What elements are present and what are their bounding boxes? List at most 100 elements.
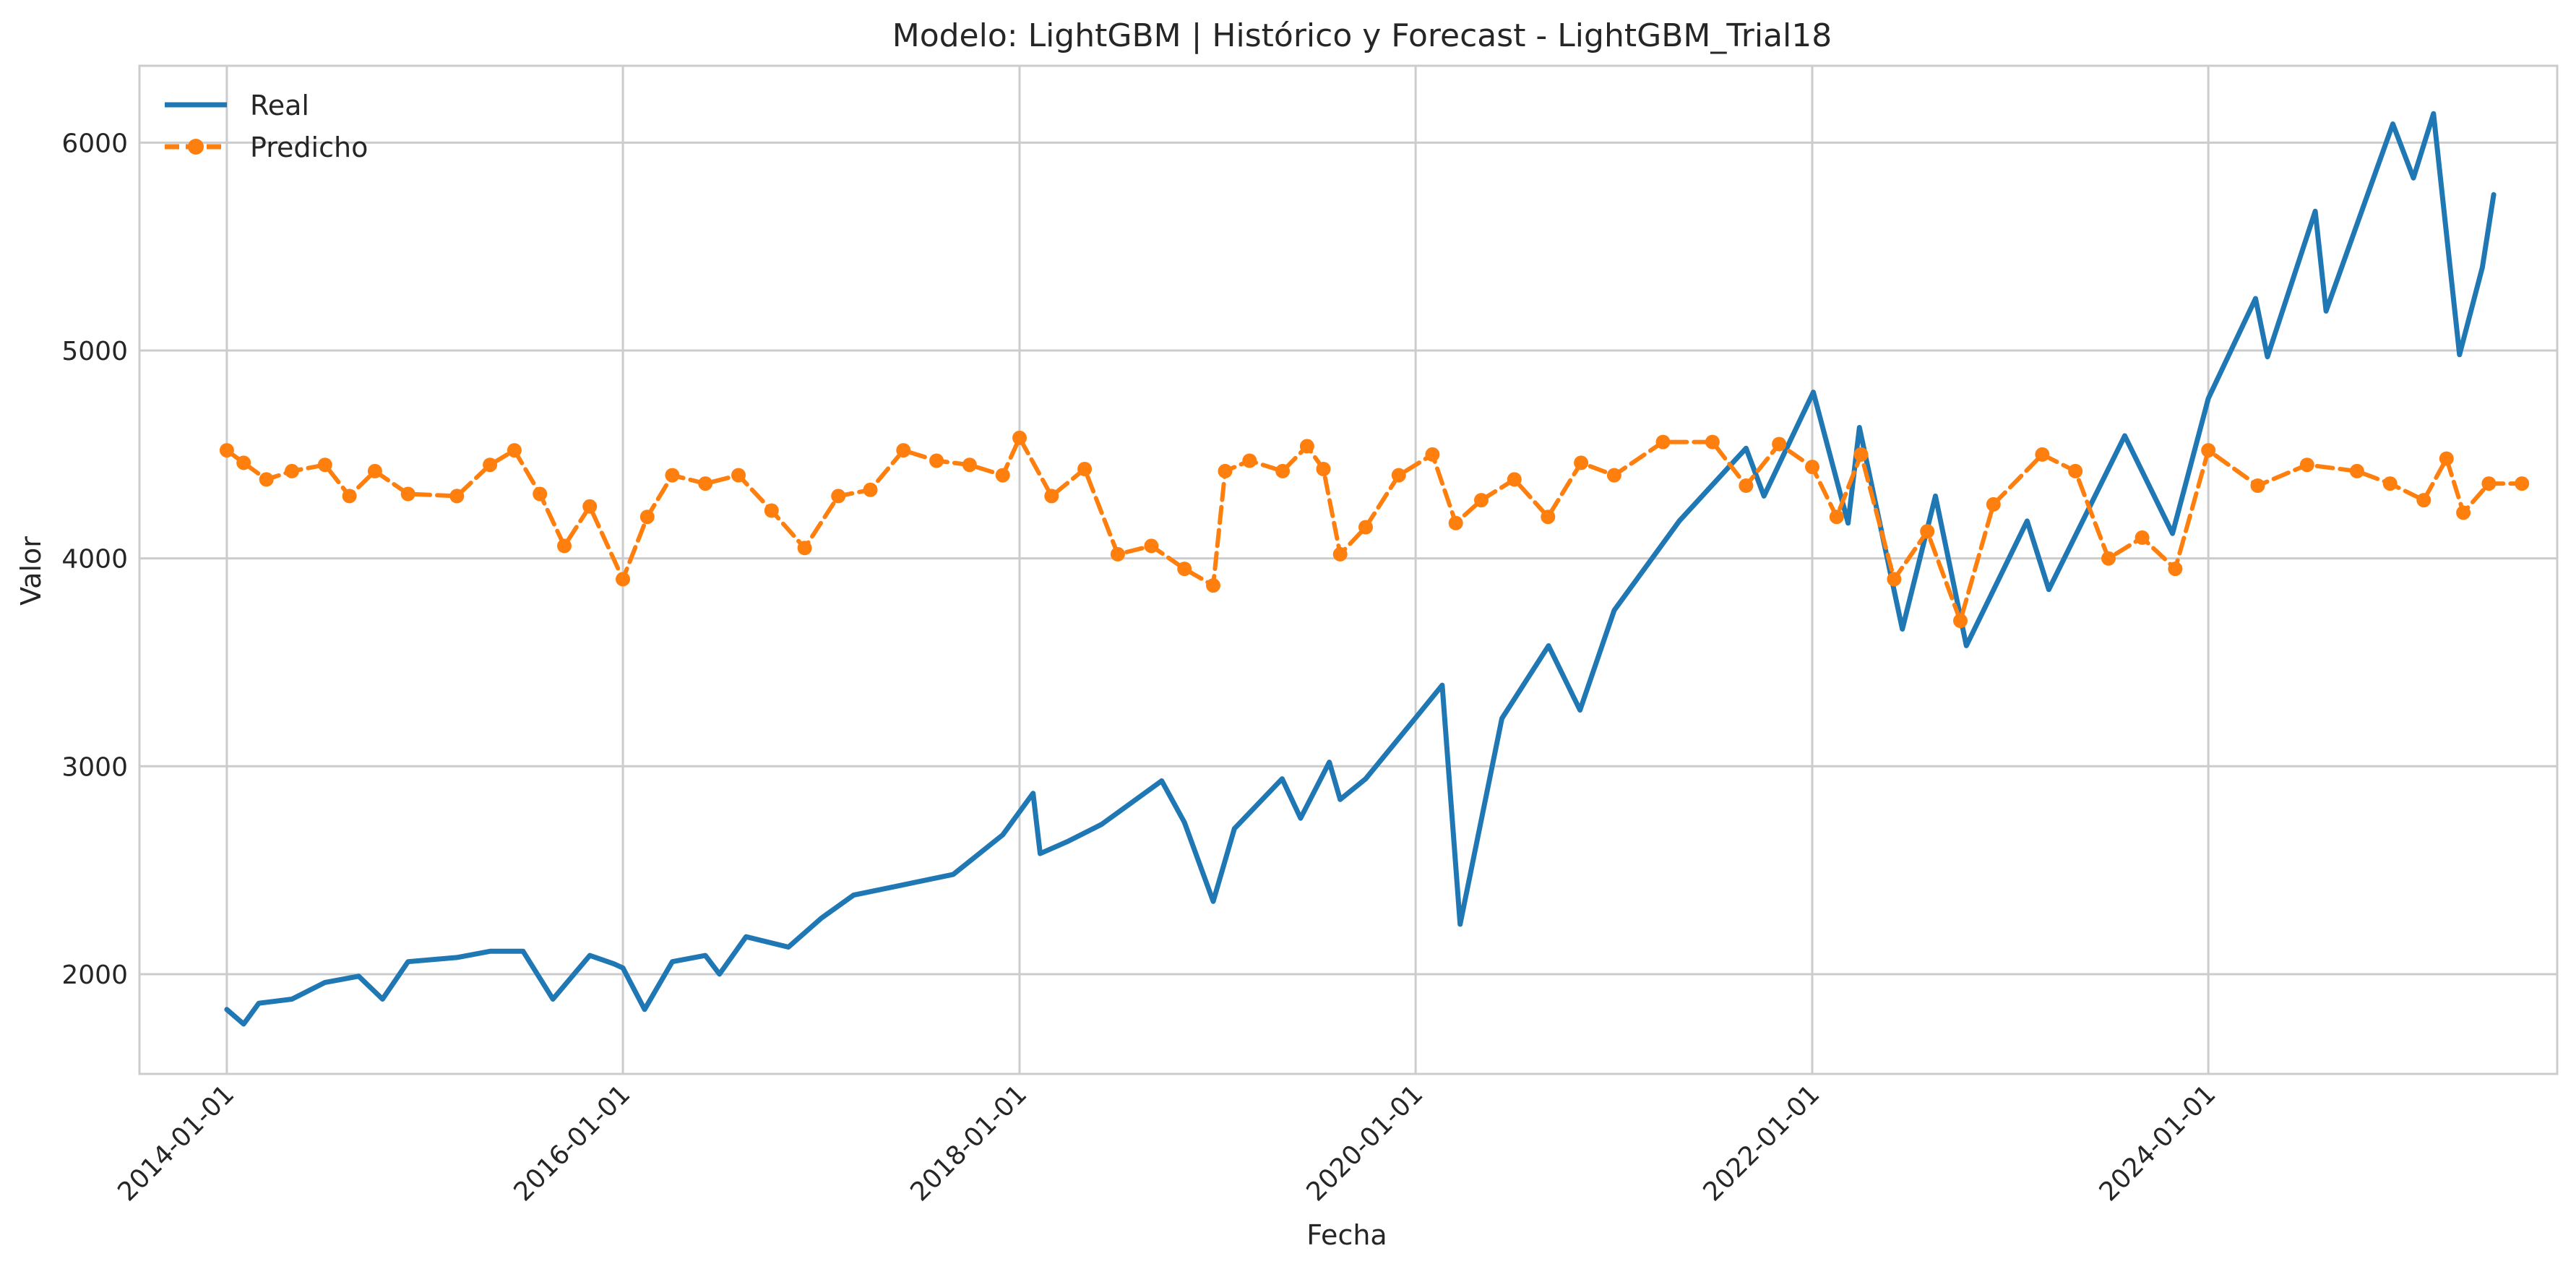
series-point-predicho	[1077, 462, 1093, 476]
x-tick-label: 2022-01-01	[1697, 1079, 1825, 1207]
legend-predicho-marker	[188, 139, 204, 155]
series-point-predicho	[259, 472, 274, 487]
series-point-predicho	[317, 457, 332, 473]
series-point-predicho	[1448, 515, 1463, 530]
y-tick-label: 6000	[61, 129, 128, 158]
x-tick-label: 2018-01-01	[905, 1079, 1033, 1207]
series-point-predicho	[639, 509, 655, 525]
series-point-predicho	[1606, 468, 1621, 483]
series-point-predicho	[1012, 430, 1027, 445]
series-point-predicho	[342, 489, 357, 504]
series-line-predicho	[224, 435, 2525, 623]
series-point-predicho	[2101, 551, 2116, 566]
plot-frame	[138, 64, 2559, 1075]
series-point-predicho	[236, 455, 251, 470]
y-axis-label: Valor	[15, 536, 47, 606]
series-point-predicho	[1953, 614, 1968, 628]
series-point-predicho	[2515, 476, 2530, 491]
series-point-predicho	[831, 489, 846, 504]
series-point-predicho	[929, 453, 944, 468]
series-point-predicho	[2416, 493, 2431, 508]
legend-real-label: Real	[250, 90, 309, 121]
y-tick-label: 3000	[61, 752, 128, 782]
series-point-predicho	[400, 486, 415, 502]
series-point-predicho	[1332, 546, 1348, 562]
series-point-predicho	[995, 468, 1010, 483]
series-point-predicho	[665, 468, 680, 483]
legend: Real Predicho	[165, 90, 368, 163]
series-point-predicho	[1177, 562, 1192, 577]
series-point-predicho	[1316, 462, 1331, 476]
series-point-predicho	[1805, 460, 1819, 475]
legend-predicho-label: Predicho	[250, 132, 368, 163]
series-point-predicho	[1739, 478, 1754, 493]
series-point-predicho	[1425, 447, 1440, 462]
chart-title: Modelo: LightGBM | Histórico y Forecast …	[892, 17, 1832, 54]
series-point-predicho	[1772, 437, 1787, 452]
series-point-predicho	[1242, 453, 1257, 468]
series-point-predicho	[1507, 472, 1522, 487]
series-point-predicho	[1206, 578, 1220, 593]
series-point-predicho	[2068, 463, 2083, 478]
series-point-predicho	[1144, 538, 1159, 554]
series-point-predicho	[1275, 463, 1291, 478]
series-point-predicho	[764, 503, 779, 518]
series-point-predicho	[483, 457, 498, 473]
series-point-predicho	[2456, 505, 2471, 520]
series-point-predicho	[1474, 493, 1489, 508]
series-point-predicho	[698, 476, 713, 491]
series-point-predicho	[896, 443, 911, 458]
series-point-predicho	[962, 457, 977, 473]
series-point-predicho	[1391, 468, 1406, 483]
series-point-predicho	[1853, 447, 1869, 462]
series-point-predicho	[1574, 455, 1589, 470]
series-point-predicho	[2035, 447, 2050, 462]
series-point-predicho	[1044, 489, 1059, 504]
series-point-predicho	[367, 463, 382, 478]
series-point-predicho	[2349, 463, 2364, 478]
series-point-predicho	[2481, 476, 2497, 491]
series-layer	[219, 111, 2530, 1027]
x-axis-label: Fecha	[1306, 1219, 1387, 1251]
y-tick-label: 5000	[61, 337, 128, 366]
series-point-predicho	[1299, 439, 1314, 454]
series-point-predicho	[1887, 572, 1902, 587]
series-point-predicho	[1986, 496, 2001, 512]
series-point-predicho	[1218, 463, 1233, 478]
series-point-predicho	[507, 443, 522, 458]
series-point-predicho	[533, 486, 548, 502]
x-tick-label: 2016-01-01	[508, 1079, 636, 1207]
grid	[139, 66, 2557, 1074]
series-point-predicho	[1705, 434, 1720, 450]
x-tick-label: 2024-01-01	[2094, 1079, 2222, 1207]
tick-labels: 2000 3000 4000 5000 6000 2014-01-01 2016-01-01…	[61, 129, 2221, 1207]
series-point-predicho	[2382, 476, 2398, 491]
series-point-predicho	[2439, 451, 2454, 466]
series-point-predicho	[1110, 546, 1125, 562]
series-point-predicho	[2250, 478, 2265, 493]
series-point-predicho	[616, 572, 630, 587]
series-point-predicho	[731, 468, 746, 483]
series-point-predicho	[797, 541, 812, 556]
series-point-predicho	[219, 443, 234, 458]
series-point-predicho	[582, 499, 598, 514]
y-tick-label: 2000	[61, 960, 128, 990]
series-point-predicho	[1358, 520, 1373, 535]
series-point-predicho	[1655, 434, 1671, 450]
series-point-predicho	[2299, 457, 2314, 473]
series-point-predicho	[2135, 530, 2150, 545]
y-tick-label: 4000	[61, 545, 128, 575]
series-point-predicho	[1541, 509, 1556, 525]
x-tick-label: 2014-01-01	[112, 1079, 240, 1207]
series-point-predicho	[2168, 562, 2183, 577]
series-point-predicho	[863, 482, 878, 497]
series-point-predicho	[1829, 509, 1844, 525]
series-line-real	[224, 111, 2497, 1027]
series-point-predicho	[449, 489, 465, 504]
series-point-predicho	[285, 463, 299, 478]
series-point-predicho	[557, 538, 572, 554]
x-tick-label: 2020-01-01	[1301, 1079, 1429, 1207]
series-point-predicho	[1920, 524, 1935, 539]
